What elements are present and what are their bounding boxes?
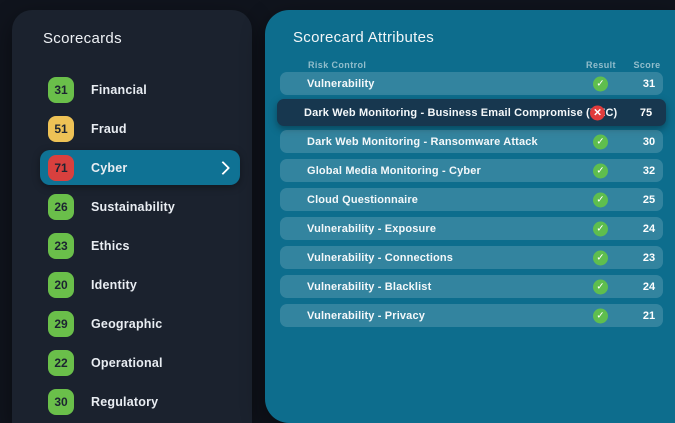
score-badge: 29 bbox=[48, 310, 74, 337]
row-score: 24 bbox=[642, 222, 656, 235]
sidebar-item-label: Sustainability bbox=[91, 199, 176, 214]
row-score: 23 bbox=[642, 251, 656, 264]
sidebar-item-label: Ethics bbox=[91, 238, 130, 253]
check-circle-icon bbox=[593, 221, 608, 236]
score-badge: 51 bbox=[48, 115, 74, 142]
scorecard-attributes-panel: Scorecard Attributes Risk Control Result… bbox=[265, 10, 675, 423]
check-circle-icon bbox=[593, 279, 608, 294]
table-row[interactable]: Vulnerability 31 bbox=[280, 72, 663, 95]
risk-control-name: Cloud Questionnaire bbox=[307, 193, 419, 206]
score-badge: 22 bbox=[48, 349, 74, 376]
sidebar-item-cyber[interactable]: 71 Cyber bbox=[12, 148, 252, 187]
risk-control-name: Dark Web Monitoring - Ransomware Attack bbox=[307, 135, 538, 148]
row-score: 75 bbox=[639, 106, 653, 119]
sidebar-item-operational[interactable]: 22 Operational bbox=[12, 343, 252, 382]
table-row[interactable]: Vulnerability - Blacklist 24 bbox=[280, 275, 663, 298]
column-header-result: Result bbox=[586, 60, 616, 70]
table-header: Risk Control Result Score bbox=[265, 60, 675, 72]
sidebar-item-geographic[interactable]: 29 Geographic bbox=[12, 304, 252, 343]
score-badge: 20 bbox=[48, 271, 74, 298]
table-row[interactable]: Dark Web Monitoring - Ransomware Attack … bbox=[280, 130, 663, 153]
risk-control-name: Vulnerability bbox=[307, 77, 375, 90]
score-badge: 26 bbox=[48, 193, 74, 220]
row-score: 21 bbox=[642, 309, 656, 322]
chevron-right-icon bbox=[215, 160, 231, 175]
risk-control-name: Vulnerability - Blacklist bbox=[307, 280, 432, 293]
table-row[interactable]: Vulnerability - Connections 23 bbox=[280, 246, 663, 269]
attributes-table: Vulnerability 31 Dark Web Monitoring - B… bbox=[277, 72, 666, 327]
sidebar-title: Scorecards bbox=[43, 30, 122, 47]
scorecards-sidebar: Scorecards 31 Financial 51 Fraud 71 Cybe… bbox=[12, 10, 252, 423]
sidebar-item-label: Cyber bbox=[91, 160, 128, 175]
row-score: 31 bbox=[642, 77, 656, 90]
row-score: 32 bbox=[642, 164, 656, 177]
sidebar-item-label: Regulatory bbox=[91, 394, 159, 409]
score-badge: 23 bbox=[48, 232, 74, 259]
sidebar-item-label: Fraud bbox=[91, 121, 127, 136]
check-circle-icon bbox=[593, 134, 608, 149]
check-circle-icon bbox=[593, 192, 608, 207]
score-badge: 71 bbox=[48, 154, 74, 181]
row-score: 24 bbox=[642, 280, 656, 293]
check-circle-icon bbox=[593, 163, 608, 178]
risk-control-name: Vulnerability - Privacy bbox=[307, 309, 425, 322]
risk-control-name: Global Media Monitoring - Cyber bbox=[307, 164, 481, 177]
table-row[interactable]: Global Media Monitoring - Cyber 32 bbox=[280, 159, 663, 182]
table-row[interactable]: Cloud Questionnaire 25 bbox=[280, 188, 663, 211]
sidebar-item-identity[interactable]: 20 Identity bbox=[12, 265, 252, 304]
table-row[interactable]: Vulnerability - Exposure 24 bbox=[280, 217, 663, 240]
row-score: 25 bbox=[642, 193, 656, 206]
risk-control-name: Vulnerability - Connections bbox=[307, 251, 454, 264]
sidebar-item-label: Financial bbox=[91, 82, 147, 97]
sidebar-item-regulatory[interactable]: 30 Regulatory bbox=[12, 382, 252, 421]
score-badge: 31 bbox=[48, 76, 74, 103]
check-circle-icon bbox=[593, 308, 608, 323]
x-circle-icon bbox=[590, 105, 605, 120]
risk-control-name: Dark Web Monitoring - Business Email Com… bbox=[304, 106, 618, 119]
sidebar-item-sustainability[interactable]: 26 Sustainability bbox=[12, 187, 252, 226]
column-header-score: Score bbox=[633, 60, 661, 70]
table-row[interactable]: Vulnerability - Privacy 21 bbox=[280, 304, 663, 327]
scorecards-nav: 31 Financial 51 Fraud 71 Cyber 26 Sustai… bbox=[12, 70, 252, 421]
table-row[interactable]: Dark Web Monitoring - Business Email Com… bbox=[277, 99, 666, 126]
column-header-risk-control: Risk Control bbox=[308, 60, 367, 70]
page-title: Scorecard Attributes bbox=[293, 29, 435, 46]
risk-control-name: Vulnerability - Exposure bbox=[307, 222, 437, 235]
sidebar-item-financial[interactable]: 31 Financial bbox=[12, 70, 252, 109]
sidebar-item-label: Geographic bbox=[91, 316, 163, 331]
sidebar-item-label: Identity bbox=[91, 277, 138, 292]
sidebar-item-label: Operational bbox=[91, 355, 163, 370]
sidebar-item-ethics[interactable]: 23 Ethics bbox=[12, 226, 252, 265]
check-circle-icon bbox=[593, 250, 608, 265]
row-score: 30 bbox=[642, 135, 656, 148]
score-badge: 30 bbox=[48, 388, 74, 415]
check-circle-icon bbox=[593, 76, 608, 91]
sidebar-item-fraud[interactable]: 51 Fraud bbox=[12, 109, 252, 148]
